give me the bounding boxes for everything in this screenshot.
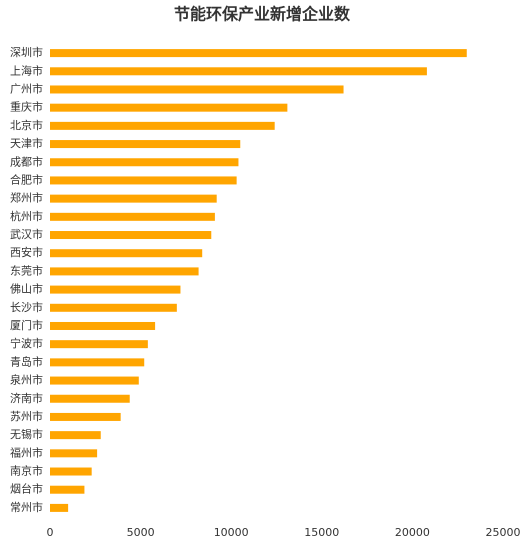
y-tick-label: 常州市 <box>10 500 43 514</box>
y-tick-label: 广州市 <box>10 81 43 95</box>
y-tick-label: 无锡市 <box>10 427 43 441</box>
bar <box>50 358 145 367</box>
y-tick-label: 重庆市 <box>10 100 43 114</box>
bar <box>50 249 203 258</box>
x-tick-label: 15000 <box>304 526 339 539</box>
y-tick-label: 泉州市 <box>10 373 43 387</box>
chart-title: 节能环保产业新增企业数 <box>174 5 351 24</box>
bar <box>50 449 98 458</box>
bar <box>50 212 215 221</box>
y-tick-label: 北京市 <box>10 118 43 132</box>
x-tick-label: 25000 <box>486 526 521 539</box>
bar <box>50 67 427 76</box>
bar <box>50 285 181 294</box>
y-tick-label: 西安市 <box>10 245 43 259</box>
bar <box>50 303 177 312</box>
bar <box>50 176 237 185</box>
y-tick-label: 杭州市 <box>10 209 43 223</box>
y-tick-label: 佛山市 <box>10 282 43 296</box>
x-tick-label: 20000 <box>395 526 430 539</box>
x-tick-label: 0 <box>47 526 54 539</box>
bar <box>50 394 130 403</box>
bar <box>50 194 217 203</box>
x-tick-label: 10000 <box>214 526 249 539</box>
x-tick-label: 5000 <box>127 526 155 539</box>
bar <box>50 231 212 240</box>
bar <box>50 340 148 349</box>
bar <box>50 376 139 385</box>
y-tick-label: 烟台市 <box>10 482 43 496</box>
bar <box>50 158 239 167</box>
bar <box>50 121 275 130</box>
y-tick-label: 福州市 <box>10 445 43 459</box>
y-tick-label: 济南市 <box>10 391 43 405</box>
bar <box>50 412 121 421</box>
y-tick-label: 南京市 <box>10 464 43 478</box>
y-tick-label: 东莞市 <box>10 263 43 277</box>
bar <box>50 85 344 94</box>
y-tick-label: 苏州市 <box>10 409 43 423</box>
y-tick-label: 成都市 <box>10 154 43 168</box>
y-tick-label: 宁波市 <box>10 336 43 350</box>
y-tick-label: 青岛市 <box>10 354 43 368</box>
y-tick-label: 厦门市 <box>10 318 43 332</box>
bar <box>50 467 92 476</box>
bar <box>50 321 156 330</box>
y-tick-label: 武汉市 <box>10 227 43 241</box>
bar <box>50 431 101 440</box>
y-tick-label: 深圳市 <box>10 45 43 59</box>
bar <box>50 503 69 512</box>
bar <box>50 140 241 149</box>
y-tick-label: 郑州市 <box>10 191 43 205</box>
bar <box>50 103 288 112</box>
bar <box>50 49 467 58</box>
bar <box>50 485 85 494</box>
y-tick-label: 天津市 <box>10 136 43 150</box>
bar <box>50 267 199 276</box>
y-tick-label: 上海市 <box>10 63 43 77</box>
y-tick-label: 长沙市 <box>10 300 43 314</box>
y-tick-label: 合肥市 <box>10 172 43 186</box>
